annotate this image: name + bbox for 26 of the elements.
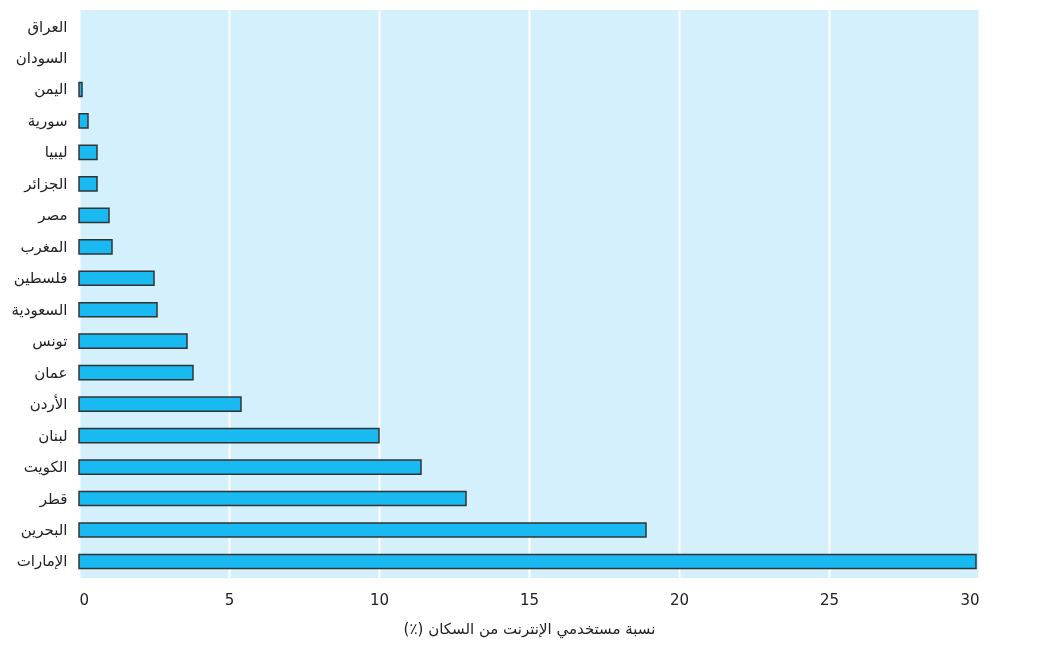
x-tick-label: 0 [79, 590, 90, 609]
y-tick-label: الكويت [23, 458, 68, 477]
y-tick-label: لبنان [38, 426, 68, 445]
y-tick-label: المغرب [20, 237, 68, 256]
x-tick-label: 25 [819, 590, 840, 609]
y-tick-label: الأردن [29, 394, 68, 414]
y-tick-label: البحرين [20, 521, 68, 540]
y-tick-label: قطر [38, 489, 68, 508]
y-tick-label: الإمارات [16, 552, 68, 571]
y-tick-label: فلسطين [13, 269, 68, 288]
y-tick-label: مصر [37, 206, 68, 225]
x-tick-label: 5 [224, 590, 235, 609]
y-tick-label: الجزائر [23, 174, 68, 193]
y-tick-label: عمان [34, 363, 68, 382]
x-tick-label: 20 [669, 590, 690, 609]
y-tick-label: ليبيا [44, 143, 68, 162]
y-tick-label: السودان [15, 48, 68, 67]
y-tick-label: سورية [27, 111, 68, 130]
x-axis-title: (٪) نسبة مستخدمي الإنترنت من السكان [403, 619, 656, 639]
y-tick-label: السعودية [11, 300, 68, 319]
x-tick-label: 15 [519, 590, 540, 609]
y-tick-label: تونس [32, 332, 68, 351]
y-tick-label: العراق [27, 17, 68, 36]
x-tick-label: 10 [369, 590, 390, 609]
x-tick-label: 30 [960, 590, 980, 609]
y-tick-label: اليمن [34, 80, 68, 99]
